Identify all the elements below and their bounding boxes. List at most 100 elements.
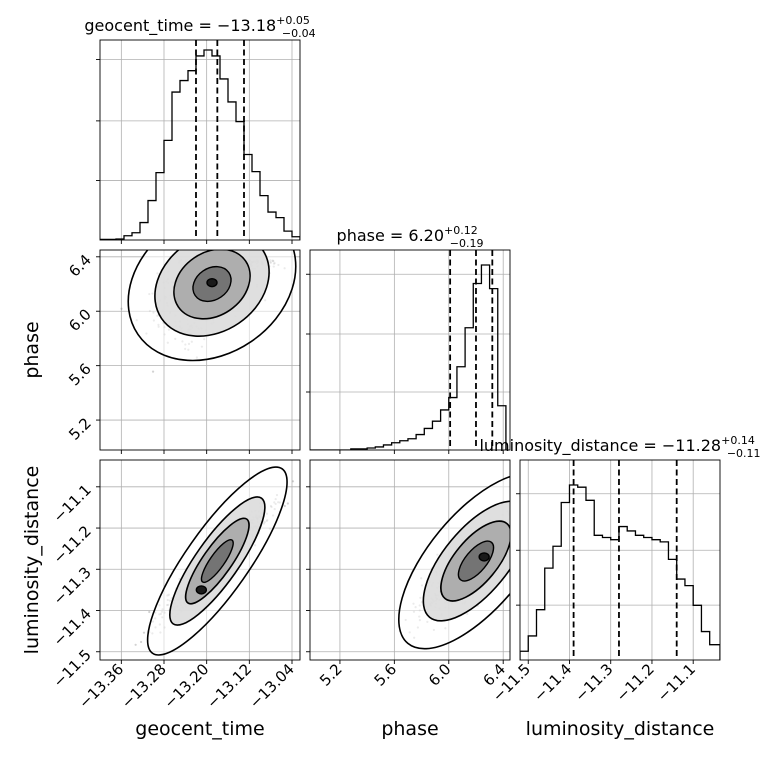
x-tick-label: −13.12 <box>203 660 255 712</box>
histogram-bar <box>196 56 204 240</box>
scatter-point <box>510 554 512 556</box>
scatter-point <box>511 534 513 536</box>
histogram-step-line <box>100 49 300 240</box>
scatter-point <box>514 521 516 523</box>
histogram-bar <box>553 546 561 660</box>
histogram-bar <box>284 231 292 240</box>
scatter-panel-phase-luminosity_distance <box>309 459 532 661</box>
y-axis-label-phase: phase <box>21 321 43 378</box>
scatter-point <box>515 536 517 538</box>
scatter-point <box>514 546 516 548</box>
scatter-point <box>530 530 532 532</box>
histogram-panel-phase <box>306 249 511 451</box>
histogram-bar <box>441 410 449 450</box>
scatter-point <box>515 500 517 502</box>
axes-frame <box>519 459 721 661</box>
title-minus: −0.11 <box>727 447 760 460</box>
scatter-point <box>511 517 513 519</box>
histogram-bar <box>561 503 569 661</box>
histogram-bar <box>481 265 489 450</box>
x-tick-label: −13.28 <box>118 660 170 712</box>
scatter-point <box>513 531 515 533</box>
scatter-point <box>148 610 151 614</box>
x-tick-label: −13.20 <box>161 660 213 712</box>
histogram-bars <box>100 49 300 240</box>
histogram-bar <box>204 50 212 240</box>
scatter-point <box>523 511 525 513</box>
scatter-point <box>139 640 143 644</box>
scatter-points <box>397 472 532 650</box>
histogram-bar <box>276 218 284 240</box>
scatter-point <box>523 511 525 513</box>
scatter-point <box>513 510 515 512</box>
histogram-bar <box>685 586 693 660</box>
scatter-point <box>286 502 289 505</box>
histogram-bar <box>156 173 164 240</box>
scatter-point <box>513 509 515 511</box>
histogram-bar <box>236 122 244 240</box>
histogram-bars <box>520 484 720 661</box>
y-tick-label: −11.2 <box>50 522 95 567</box>
x-tick-label: 6.0 <box>425 660 455 690</box>
scatter-point <box>283 504 286 508</box>
scatter-point <box>514 519 516 521</box>
histogram-bar <box>260 196 268 240</box>
scatter-point <box>526 541 528 543</box>
axes-frame <box>309 249 511 451</box>
histogram-bar <box>536 610 544 660</box>
scatter-point <box>530 501 532 503</box>
histogram-bar <box>164 140 172 240</box>
title-main: phase = 6.20 <box>337 226 444 245</box>
histogram-bar <box>677 579 685 660</box>
x-tick-label: 5.6 <box>371 660 401 690</box>
x-tick-label: −13.04 <box>246 660 298 712</box>
density-peak <box>195 585 208 595</box>
histogram-bar <box>545 568 553 660</box>
y-tick-label: −11.4 <box>50 605 95 650</box>
x-tick-label: −11.3 <box>571 660 616 705</box>
scatter-point <box>516 515 518 517</box>
histogram-bar <box>644 538 652 661</box>
scatter-point <box>515 540 517 542</box>
histogram-step-line <box>310 264 507 450</box>
scatter-point <box>514 526 516 528</box>
histogram-panel-luminosity_distance <box>516 459 721 661</box>
x-tick-label: −11.4 <box>530 660 575 705</box>
axes-frame <box>309 459 511 661</box>
histogram-bar <box>520 651 528 660</box>
histogram-bar <box>432 421 440 450</box>
histogram-bar <box>383 445 391 450</box>
histogram-bar <box>710 645 720 660</box>
scatter-point <box>513 529 515 531</box>
x-axis-label-luminosity_distance: luminosity_distance <box>526 718 715 740</box>
scatter-panel-geocent_time-luminosity_distance <box>99 459 301 661</box>
scatter-point <box>521 528 523 530</box>
scatter-point <box>510 509 512 511</box>
histogram-bar <box>473 284 481 451</box>
scatter-panel-geocent_time-phase <box>99 249 301 451</box>
title-main: geocent_time = −13.18 <box>84 16 276 36</box>
scatter-point <box>523 500 525 502</box>
histogram-bar <box>635 535 643 660</box>
histogram-bar <box>392 443 400 450</box>
histogram-bar <box>594 535 602 660</box>
x-tick-label: 5.2 <box>316 660 346 690</box>
scatter-point <box>515 523 517 525</box>
scatter-point <box>142 631 146 634</box>
y-tick-label: 5.6 <box>65 360 95 390</box>
histogram-bar <box>602 538 610 661</box>
scatter-point <box>515 510 517 512</box>
histogram-bar <box>528 636 536 660</box>
histogram-bar <box>408 439 416 450</box>
panel-title-phase: phase = 6.20+0.12 −0.19 <box>337 224 484 250</box>
title-minus: −0.04 <box>282 27 316 40</box>
x-tick-label: −11.2 <box>613 660 658 705</box>
scatter-point <box>291 480 295 483</box>
scatter-point <box>521 528 523 530</box>
y-tick-label: 5.2 <box>65 414 95 444</box>
histogram-bar <box>140 223 148 240</box>
title-minus: −0.19 <box>450 237 484 250</box>
histogram-bar <box>400 441 408 450</box>
panel-title-luminosity_distance: luminosity_distance = −11.28+0.14 −0.11 <box>479 434 760 460</box>
